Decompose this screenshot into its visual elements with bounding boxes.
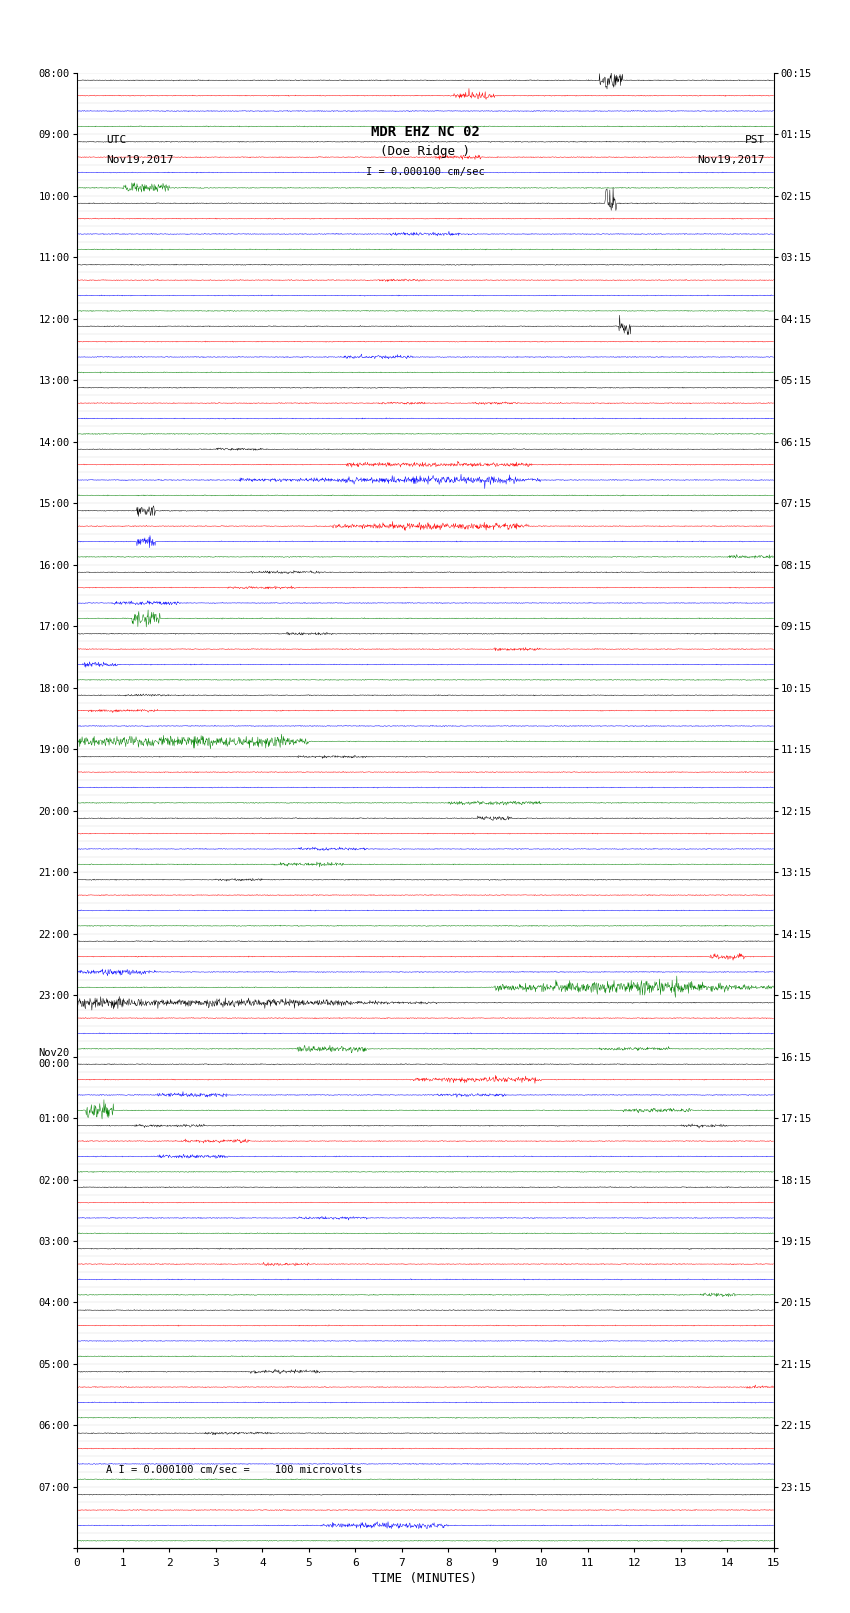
Text: A I = 0.000100 cm/sec =    100 microvolts: A I = 0.000100 cm/sec = 100 microvolts xyxy=(106,1465,362,1474)
X-axis label: TIME (MINUTES): TIME (MINUTES) xyxy=(372,1571,478,1584)
Text: UTC: UTC xyxy=(106,135,127,145)
Text: Nov19,2017: Nov19,2017 xyxy=(106,155,173,165)
Text: Nov19,2017: Nov19,2017 xyxy=(698,155,765,165)
Text: PST: PST xyxy=(745,135,765,145)
Text: MDR EHZ NC 02: MDR EHZ NC 02 xyxy=(371,124,479,139)
Text: (Doe Ridge ): (Doe Ridge ) xyxy=(380,145,470,158)
Text: I = 0.000100 cm/sec: I = 0.000100 cm/sec xyxy=(366,168,484,177)
